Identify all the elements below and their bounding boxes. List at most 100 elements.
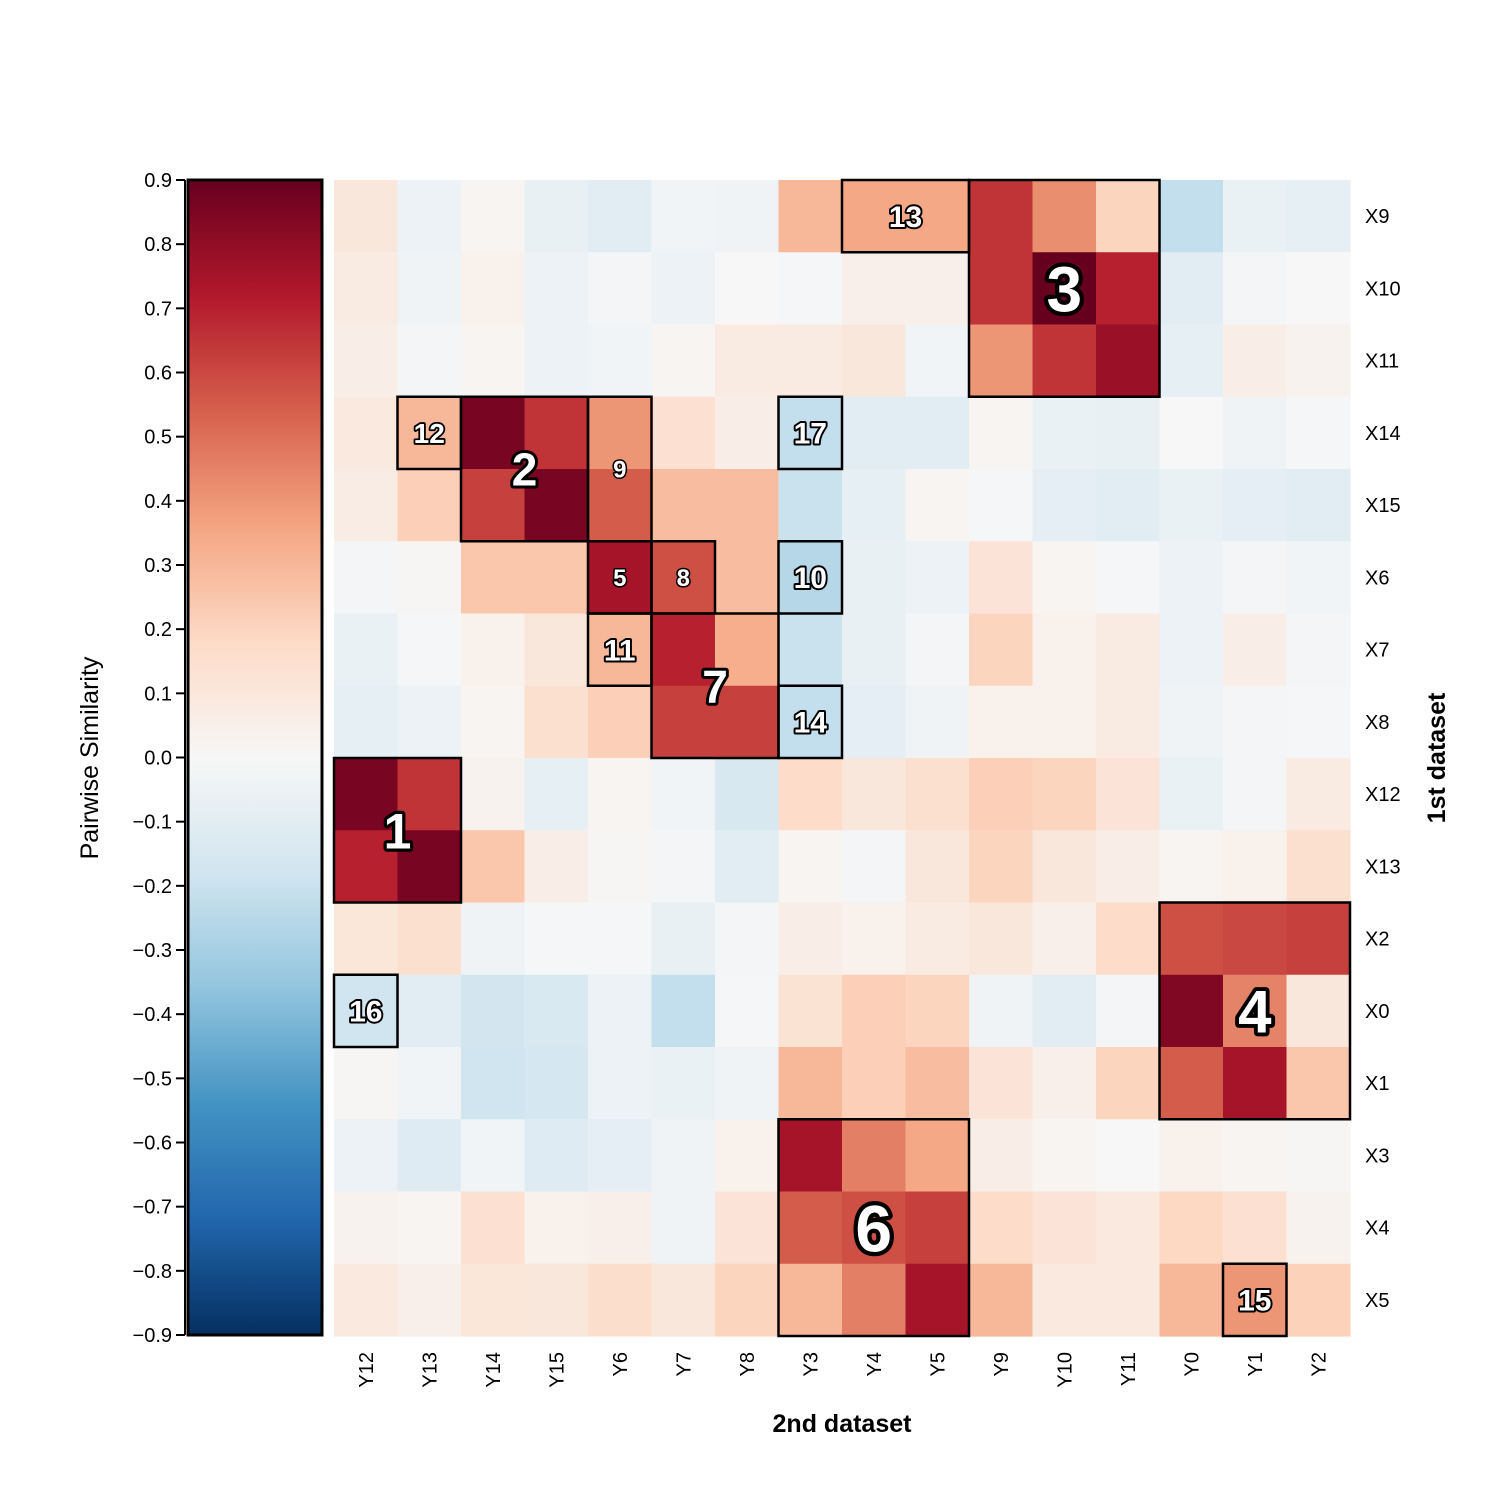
heatmap-cell	[1223, 1263, 1288, 1337]
heatmap-cell	[842, 974, 907, 1048]
heatmap-cell	[969, 1191, 1034, 1265]
heatmap-cell	[1032, 1047, 1097, 1120]
heatmap-cell	[1096, 469, 1161, 542]
heatmap-cell	[588, 469, 653, 542]
heatmap-cell	[1032, 1263, 1097, 1337]
cluster-box	[777, 540, 844, 615]
heatmap-cell	[334, 252, 399, 326]
heatmap-cell	[524, 758, 589, 831]
heatmap-cell	[651, 1119, 716, 1193]
heatmap-cell	[715, 830, 780, 904]
heatmap-cell	[969, 1119, 1034, 1193]
heatmap-cell	[334, 324, 399, 398]
heatmap-cell	[905, 396, 970, 470]
column-tick-label: Y11	[1118, 1352, 1140, 1386]
heatmap-cell	[1032, 758, 1097, 831]
cluster-box	[396, 395, 463, 471]
cluster-label: 12	[414, 418, 445, 449]
heatmap-cell	[905, 252, 970, 326]
heatmap-cell	[1286, 902, 1351, 976]
heatmap-cell	[842, 324, 907, 398]
heatmap-cell	[1032, 324, 1097, 398]
heatmap-cell	[1096, 541, 1161, 615]
heatmap-cell	[461, 902, 526, 976]
heatmap-cell	[715, 180, 780, 253]
heatmap-cell	[651, 1263, 716, 1337]
heatmap-cell	[1223, 902, 1288, 976]
heatmap-cell	[1159, 1191, 1224, 1265]
heatmap-cell	[1096, 758, 1161, 831]
cluster-label: 4	[1238, 978, 1272, 1045]
heatmap-cell	[651, 1047, 716, 1120]
row-tick-label: X11	[1365, 351, 1399, 373]
heatmap-cell	[842, 1263, 907, 1337]
heatmap-cell	[397, 974, 462, 1048]
colorbar-tick-label: −0.2	[133, 876, 172, 898]
heatmap-cell	[651, 469, 716, 542]
heatmap-cell	[524, 252, 589, 326]
column-tick-label: Y9	[991, 1352, 1013, 1376]
heatmap-cell	[334, 1191, 399, 1265]
column-tick-label: Y3	[800, 1352, 822, 1376]
heatmap-cell	[588, 1047, 653, 1120]
heatmap-cell	[524, 1263, 589, 1337]
heatmap-cell	[334, 830, 399, 904]
cluster-box	[650, 540, 717, 615]
heatmap-cell	[461, 1047, 526, 1120]
heatmap-cell	[1032, 1119, 1097, 1193]
heatmap-cell	[1286, 324, 1351, 398]
row-tick-label: X10	[1365, 278, 1401, 300]
heatmap-cell	[1286, 252, 1351, 326]
heatmap-cell	[397, 758, 462, 831]
heatmap-cell	[778, 1191, 843, 1265]
heatmap-cell	[651, 324, 716, 398]
heatmap-cell	[461, 180, 526, 253]
heatmap-cell	[842, 180, 907, 253]
heatmap-cell	[905, 613, 970, 687]
heatmap-cell	[1096, 1191, 1161, 1265]
colorbar-tick-label: 0.0	[144, 748, 172, 770]
colorbar-tick-label: 0.7	[144, 298, 172, 320]
heatmap-cell	[651, 758, 716, 831]
cluster-label: 11	[604, 634, 636, 667]
heatmap-cell	[842, 396, 907, 470]
heatmap-cell	[905, 541, 970, 615]
heatmap-cell	[1286, 830, 1351, 904]
cluster-box	[1158, 901, 1352, 1121]
cluster-label: 13	[889, 201, 922, 234]
heatmap-cell	[651, 252, 716, 326]
row-tick-label: X12	[1365, 784, 1401, 806]
heatmap-cell	[1096, 830, 1161, 904]
heatmap-cell	[1223, 324, 1288, 398]
heatmap-cell	[969, 902, 1034, 976]
heatmap-cell	[1223, 685, 1288, 759]
colorbar-tick-label: −0.3	[133, 940, 172, 962]
heatmap-cell	[1223, 974, 1288, 1048]
heatmap-cell	[969, 541, 1034, 615]
heatmap-cell	[651, 685, 716, 759]
heatmap-cell	[1096, 1119, 1161, 1193]
heatmap-cell	[905, 758, 970, 831]
heatmap-cell	[778, 974, 843, 1048]
heatmap-cell	[1096, 685, 1161, 759]
heatmap-cell	[334, 541, 399, 615]
column-tick-label: Y6	[610, 1352, 632, 1376]
heatmap-cell	[588, 541, 653, 615]
heatmap-cell	[1032, 902, 1097, 976]
heatmap-cell	[905, 974, 970, 1048]
heatmap-cell	[461, 1119, 526, 1193]
heatmap-cell	[588, 1263, 653, 1337]
heatmap-cell	[1096, 902, 1161, 976]
colorbar-tick-label: 0.3	[144, 555, 172, 577]
heatmap-cell	[461, 613, 526, 687]
heatmap-cell	[651, 613, 716, 687]
heatmap-cell	[588, 902, 653, 976]
cluster-label: 17	[794, 418, 827, 451]
heatmap-cell	[1223, 180, 1288, 253]
heatmap-cell	[778, 469, 843, 542]
heatmap-cell	[1159, 613, 1224, 687]
heatmap-cell	[524, 1119, 589, 1193]
row-tick-label: X14	[1365, 423, 1401, 445]
cluster-label: 10	[794, 562, 827, 595]
cluster-label: 15	[1238, 1285, 1271, 1318]
